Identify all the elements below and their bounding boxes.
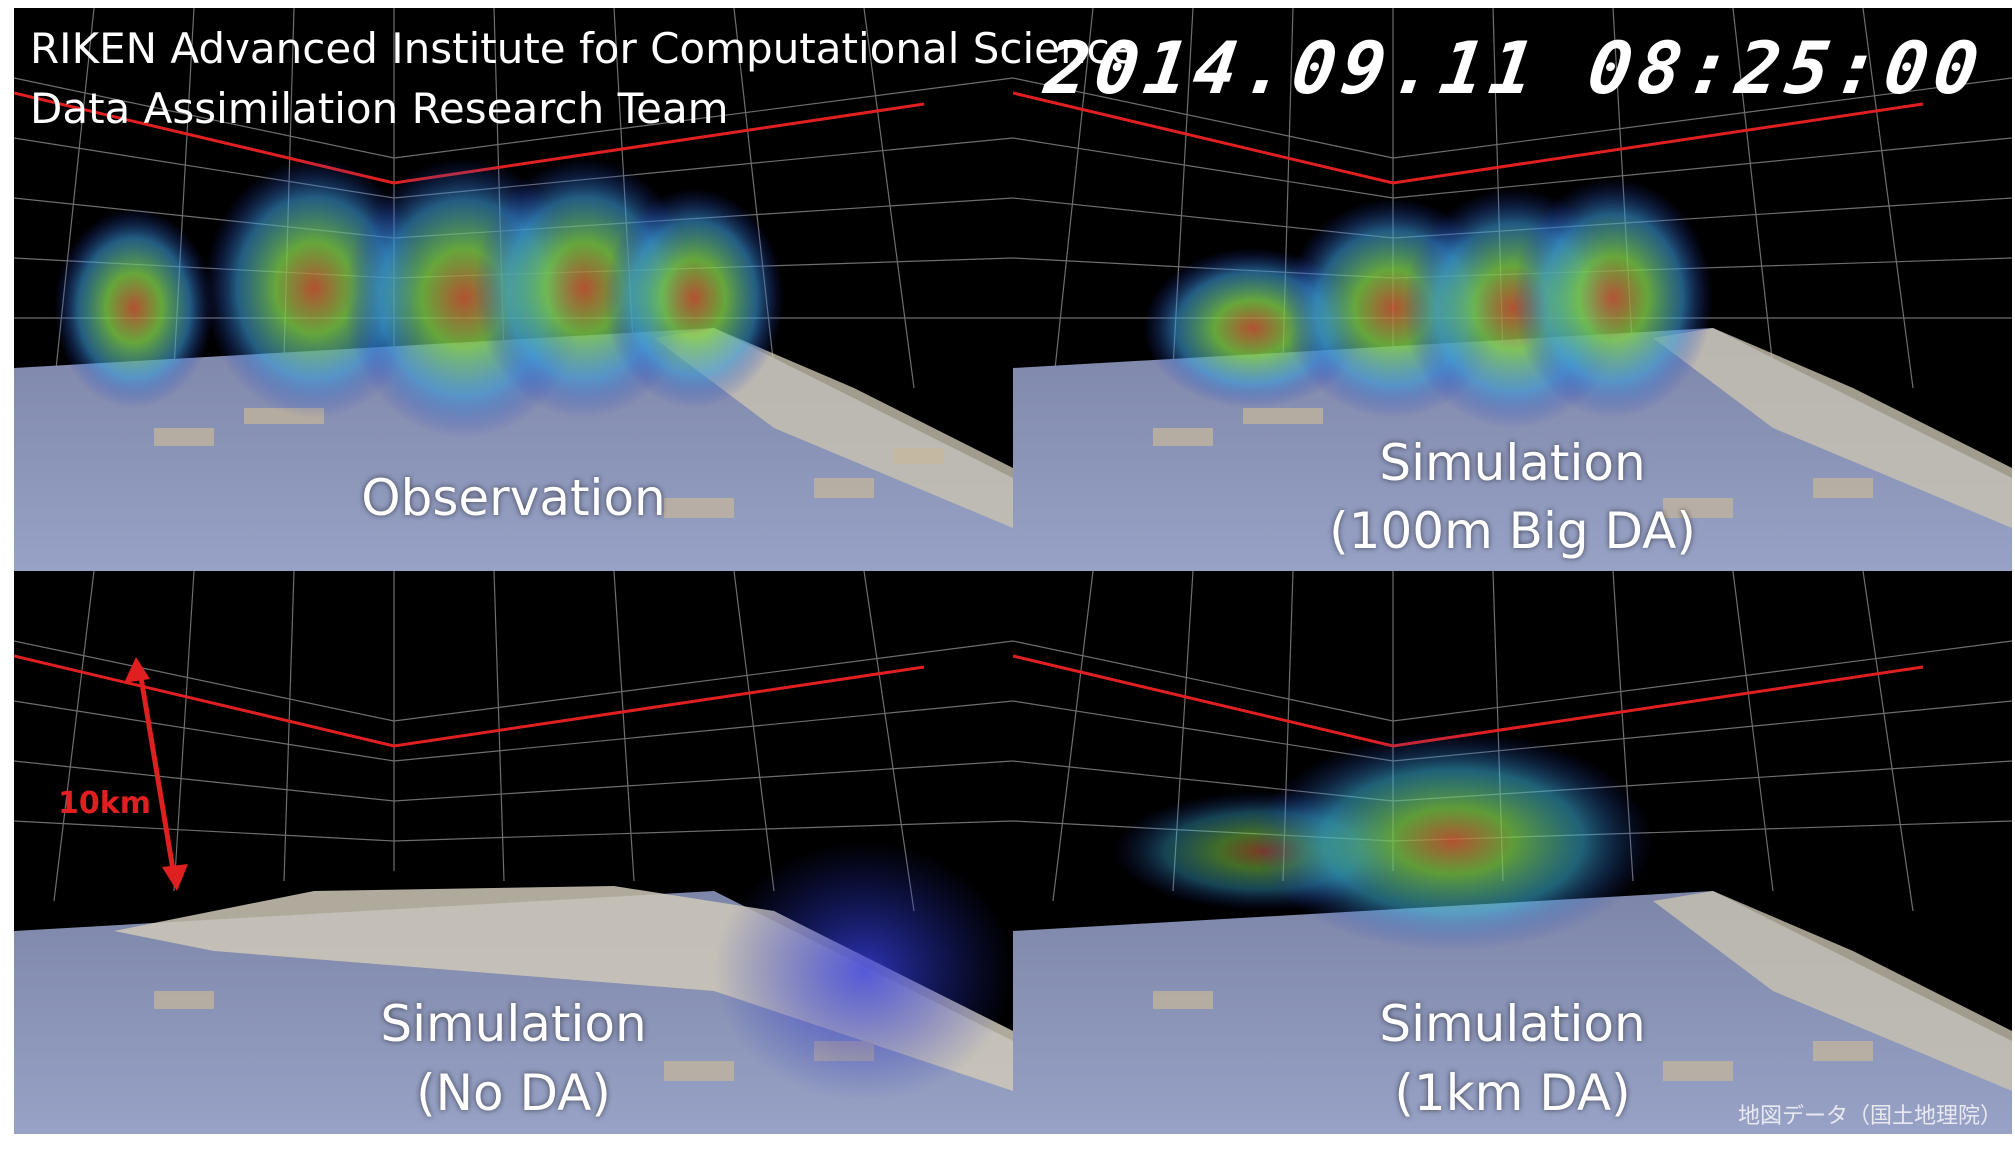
weak-precipitation-area xyxy=(714,841,1013,1101)
scale-arrow xyxy=(124,657,188,891)
tropopause-line xyxy=(1013,91,1924,185)
tropopause-line xyxy=(14,91,925,185)
scene-simulation-no-da xyxy=(14,571,1013,1134)
land-blocks xyxy=(154,408,944,518)
storm-cloud-observation xyxy=(54,158,784,438)
panel-label-observation: Observation xyxy=(361,469,666,527)
timestamp: 2014.09.11 08:25:00 xyxy=(1040,26,1990,110)
panel-simulation-100m-big-da: Simulation (100m Big DA) xyxy=(1013,8,2012,571)
header-team: Data Assimilation Research Team xyxy=(30,84,729,133)
scale-label: 10km xyxy=(58,786,151,821)
panel-observation: Observation xyxy=(14,8,1013,571)
panel-label-no-da-line1: Simulation xyxy=(380,995,647,1053)
panel-label-simulation-100m-line2: (100m Big DA) xyxy=(1329,502,1696,560)
panel-simulation-no-da: 10km Simulation (No DA) xyxy=(14,571,1013,1134)
panel-label-simulation-100m-line1: Simulation xyxy=(1379,434,1646,492)
panel-simulation-1km-da: Simulation (1km DA) 地図データ（国土地理院） xyxy=(1013,571,2012,1134)
visualization-frame: Observation xyxy=(14,8,2012,1134)
storm-cloud-simulation-100m xyxy=(1143,178,1713,428)
panel-label-1km-line1: Simulation xyxy=(1379,995,1646,1053)
header-institute: RIKEN Advanced Institute for Computation… xyxy=(30,24,1136,73)
panel-label-no-da-line2: (No DA) xyxy=(416,1064,611,1122)
scene-observation xyxy=(14,8,1013,571)
panel-label-1km-line2: (1km DA) xyxy=(1394,1064,1631,1122)
storm-cloud-simulation-1km xyxy=(1113,731,1653,951)
scene-simulation-100m xyxy=(1013,8,2012,571)
map-credit: 地図データ（国土地理院） xyxy=(1737,1104,2002,1129)
scene-simulation-1km-da xyxy=(1013,571,2012,1134)
